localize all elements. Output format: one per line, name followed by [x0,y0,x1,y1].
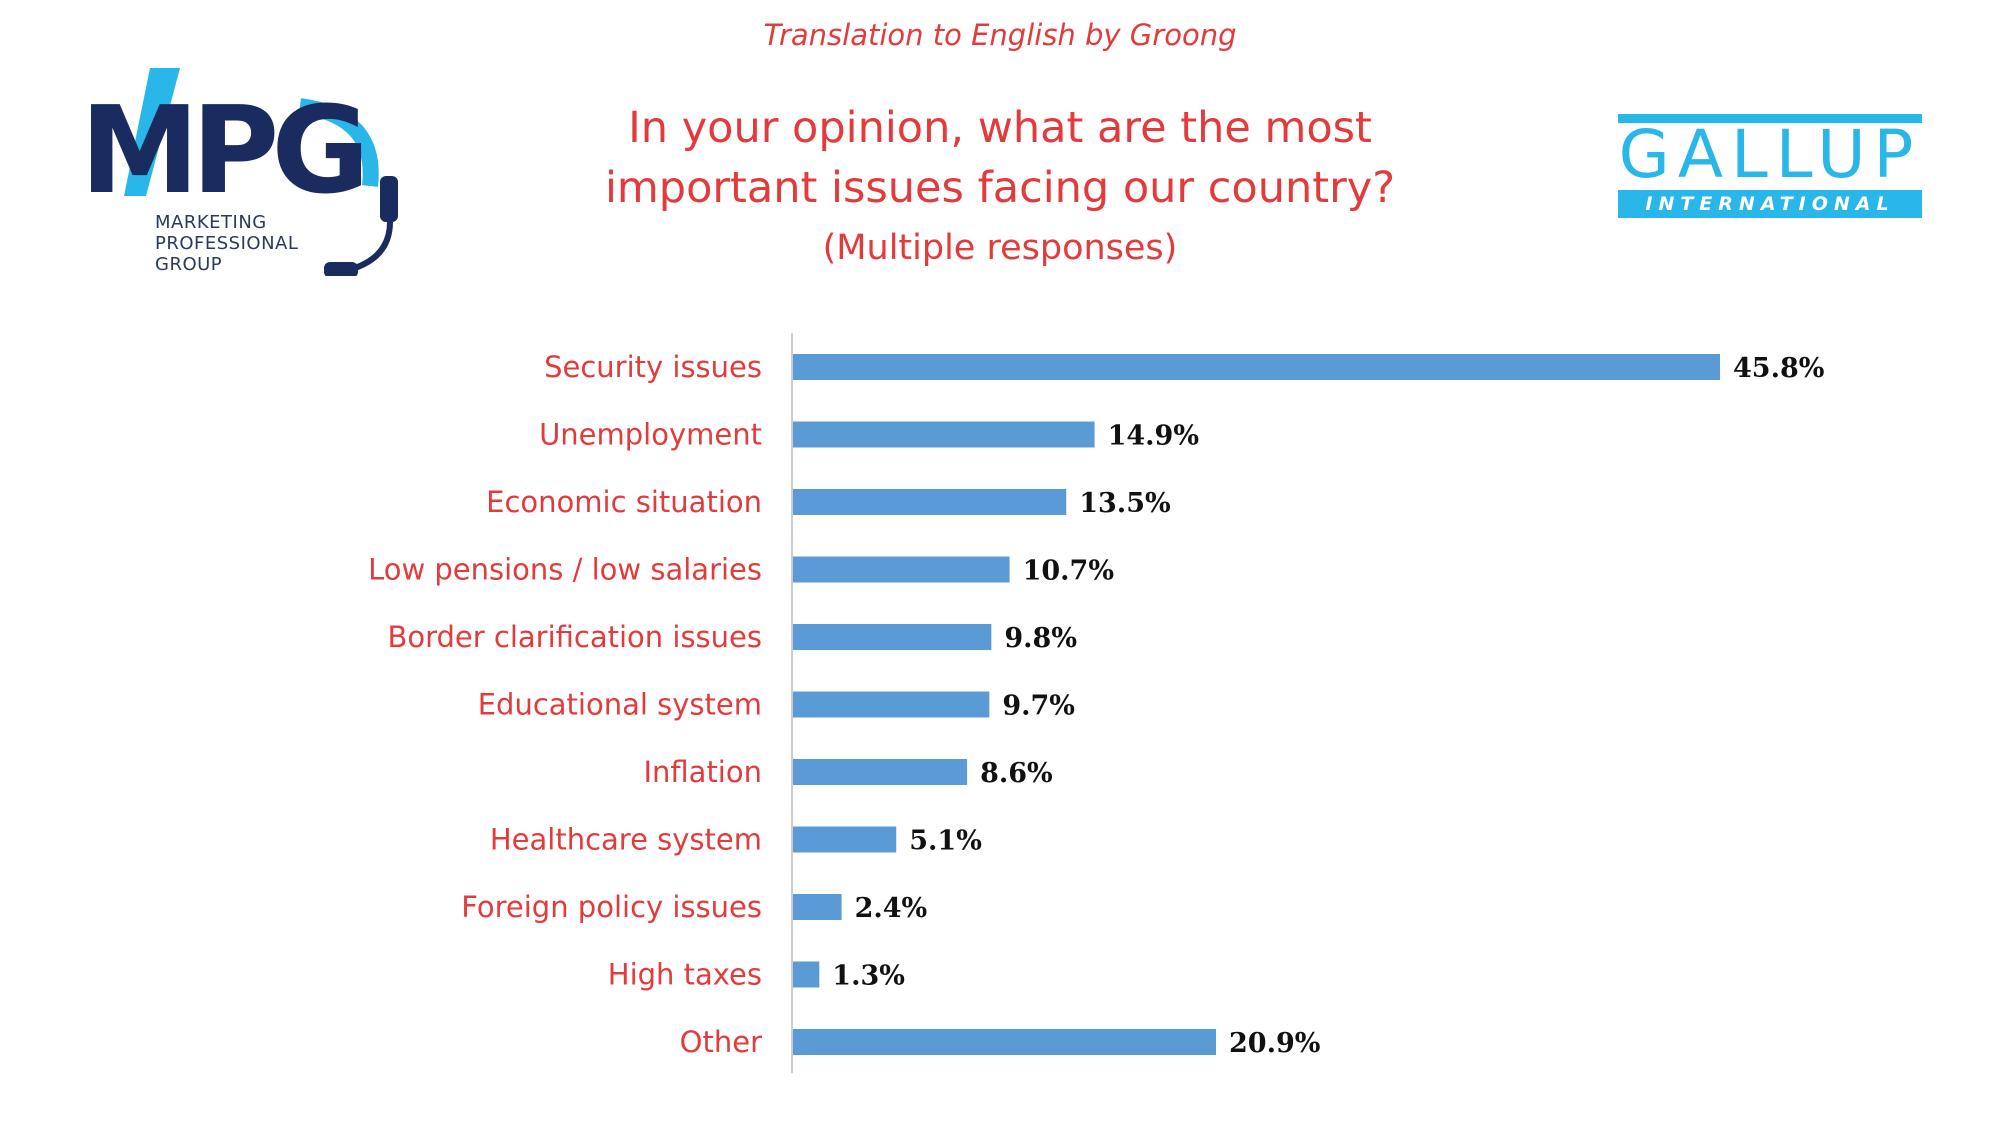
value-label: 13.5% [1079,488,1170,519]
chart-title-line1: In your opinion, what are the most [628,103,1372,153]
category-label: Educational system [478,688,762,722]
value-label: 9.7% [1002,691,1075,722]
bar [793,894,842,920]
value-label: 9.8% [1004,623,1077,654]
bar [793,489,1067,515]
gallup-international-logo: GALLUP INTERNATIONAL [1618,114,1922,218]
gallup-logo-band: INTERNATIONAL [1618,190,1922,218]
category-label: Healthcare system [490,823,762,857]
mpg-logo-line1: MARKETING [155,212,267,233]
mpg-logo-subtext: MARKETING PROFESSIONAL GROUP [155,212,298,275]
category-label: Border clarification issues [387,620,762,654]
bar [793,961,820,988]
gallup-logo-word: GALLUP [1618,116,1922,193]
mpg-logo-line3: GROUP [155,254,223,275]
mpg-checkmark-headset-icon [124,68,398,276]
bars-group: Security issues 45.8% Unemployment 14.9% Eco… [368,350,1824,1059]
mpg-logo: MPG MARKETING PROFESSIONAL GROUP [80,66,410,276]
category-label: Low pensions / low salaries [368,553,762,587]
value-label: 1.3% [832,961,905,992]
value-label: 5.1% [909,826,982,857]
mpg-logo-letters: MPG [80,82,370,221]
bar [793,759,968,785]
bar [793,556,1010,583]
chart-title: In your opinion, what are the most impor… [500,98,1500,218]
bar [793,354,1720,380]
mpg-logo-line2: PROFESSIONAL [155,233,299,254]
chart-subtitle: (Multiple responses) [822,228,1178,268]
category-label: Other [680,1025,762,1059]
category-label: Security issues [544,350,762,384]
chart-title-line2: important issues facing our country? [604,163,1396,213]
category-label: Inflation [643,755,762,789]
gallup-logo-topbar [1618,114,1922,123]
value-label: 10.7% [1023,556,1114,587]
translation-credit: Translation to English by Groong [763,18,1237,52]
bar [793,826,897,853]
bar [793,1029,1217,1055]
value-label: 20.9% [1229,1028,1320,1059]
category-label: Foreign policy issues [461,890,762,924]
category-label: High taxes [608,958,762,992]
category-label: Unemployment [539,418,762,452]
category-label: Economic situation [486,485,762,519]
value-label: 8.6% [980,758,1053,789]
value-label: 2.4% [855,893,928,924]
value-label: 45.8% [1733,353,1824,384]
bar [793,421,1095,448]
bar [793,691,990,718]
bar [793,624,992,650]
value-label: 14.9% [1108,421,1199,452]
